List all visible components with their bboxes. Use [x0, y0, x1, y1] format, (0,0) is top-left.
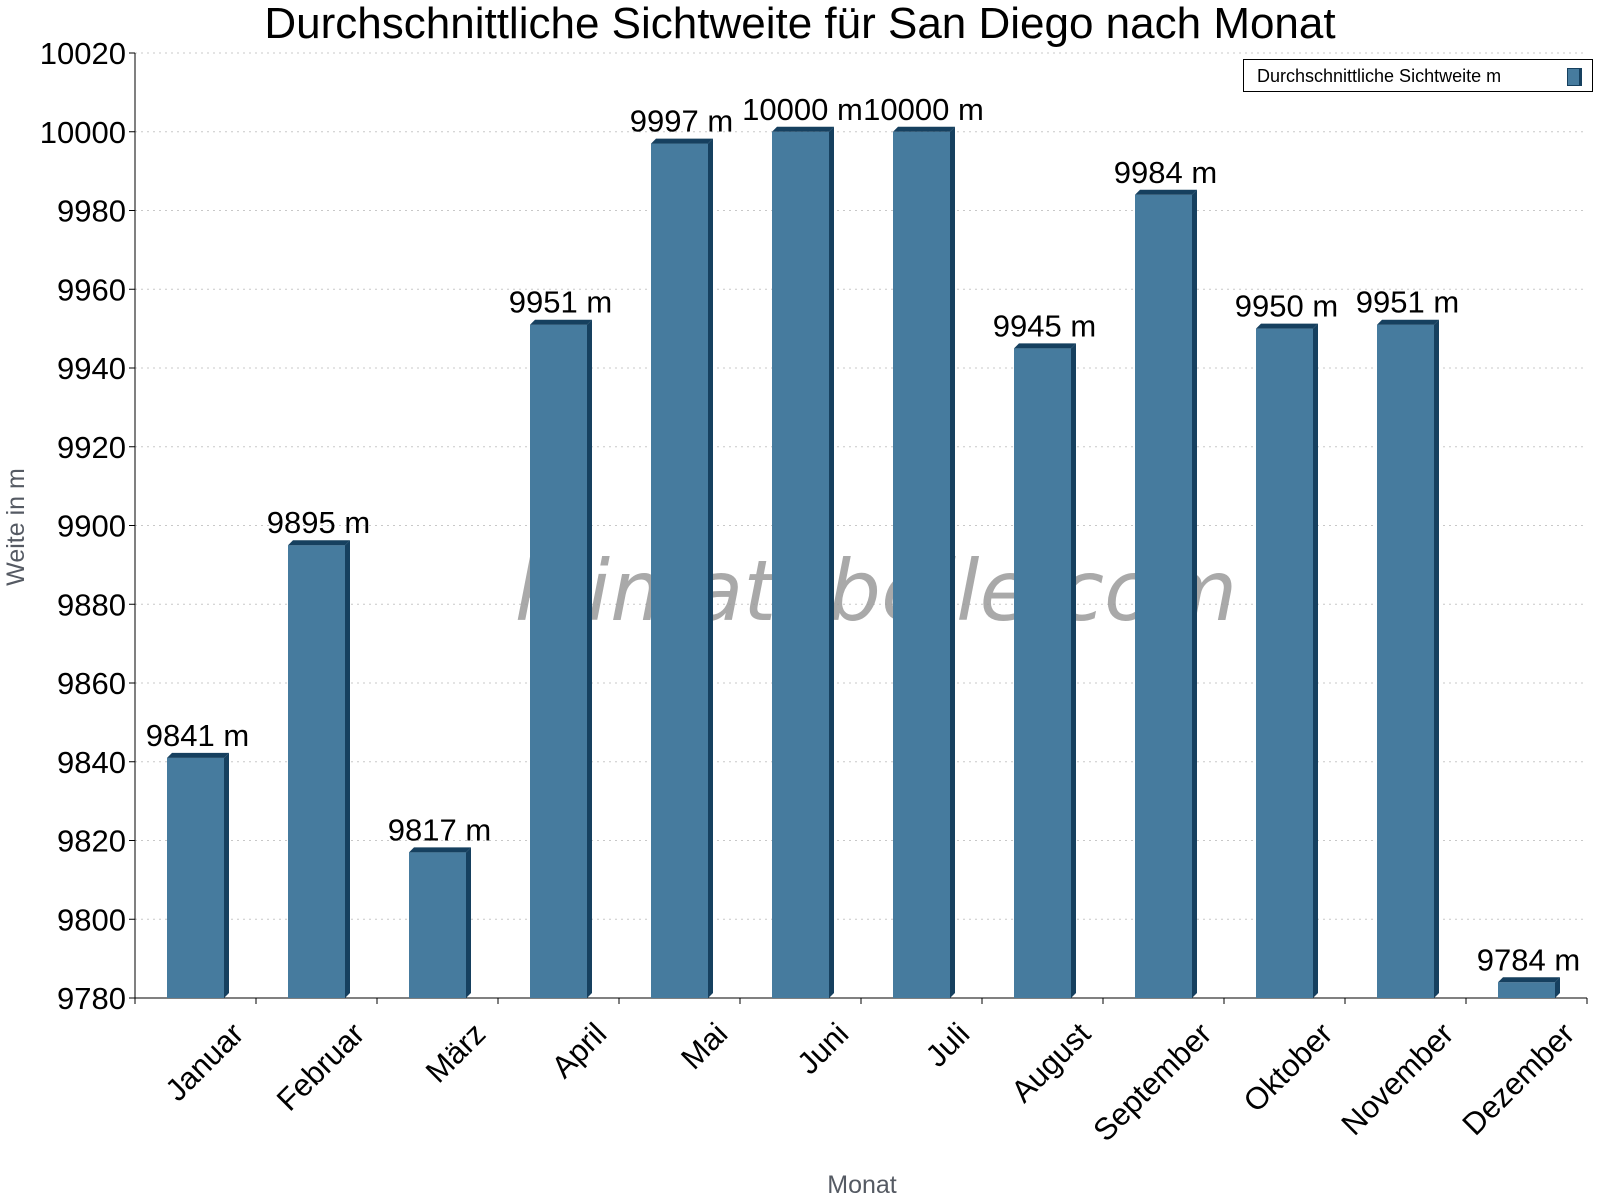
bar-face [1498, 982, 1555, 998]
bar-top [288, 540, 350, 546]
bar-top [530, 319, 592, 325]
bar [1256, 323, 1318, 998]
bar-top [1377, 319, 1439, 325]
bar-side [1313, 323, 1318, 998]
y-tick-label: 9920 [57, 430, 126, 465]
bar-top [167, 752, 229, 758]
data-label: 9895 m [267, 505, 370, 540]
y-tick-label: 9980 [57, 194, 126, 229]
bar-side [1555, 977, 1560, 998]
bar-top [1014, 343, 1076, 349]
bar-top [772, 126, 834, 132]
bar-side [587, 319, 592, 998]
data-label: 9951 m [1356, 285, 1459, 320]
legend-swatch [1567, 68, 1580, 86]
bar-face [651, 143, 708, 998]
y-tick-label: 9840 [57, 745, 126, 780]
y-tick-label: 9960 [57, 272, 126, 307]
data-label: 10000 m [742, 92, 863, 127]
bar [1498, 977, 1560, 998]
y-tick-label: 9900 [57, 509, 126, 544]
bar [1014, 343, 1076, 998]
data-label: 9817 m [388, 812, 491, 847]
y-axis-title: Weite in m [2, 468, 30, 586]
bar-face [288, 545, 345, 998]
y-tick-label: 9820 [57, 824, 126, 859]
data-label: 10000 m [863, 92, 984, 127]
bar-face [530, 324, 587, 998]
x-tick-label: September [1086, 1016, 1218, 1148]
legend-label: Durchschnittliche Sichtweite m [1257, 66, 1502, 86]
chart-title: Durchschnittliche Sichtweite für San Die… [264, 0, 1336, 48]
bar-side [1434, 319, 1439, 998]
bar [167, 752, 229, 998]
data-label: 9784 m [1477, 942, 1580, 977]
bar-top [1256, 323, 1318, 329]
bar-side [829, 126, 834, 998]
bar-top [409, 847, 471, 853]
x-tick-label: August [1004, 1016, 1097, 1109]
bar-side [950, 126, 955, 998]
bar-side [1192, 189, 1197, 998]
bar [409, 847, 471, 998]
bar-top [1498, 977, 1560, 983]
y-tick-label: 10000 [40, 115, 126, 150]
x-axis-title: Monat [827, 1171, 897, 1199]
bar [651, 138, 713, 998]
bar [530, 319, 592, 998]
bar-face [409, 852, 466, 998]
x-tick-label: Mai [674, 1016, 734, 1076]
bar-side [345, 540, 350, 998]
data-label: 9841 m [146, 718, 249, 753]
data-label: 9945 m [993, 308, 1096, 343]
y-tick-label: 9780 [57, 981, 126, 1016]
y-tick-label: 9860 [57, 666, 126, 701]
y-tick-label: 9880 [57, 587, 126, 622]
bar-face [1135, 194, 1192, 998]
bar-face [772, 131, 829, 998]
bar-face [1014, 348, 1071, 998]
bar-side [708, 138, 713, 998]
bar-top [893, 126, 955, 132]
x-tick-label: Januar [159, 1016, 251, 1108]
data-label: 9951 m [509, 285, 612, 320]
bar-side [224, 752, 229, 998]
bar [893, 126, 955, 998]
data-label: 9997 m [630, 104, 733, 139]
bar-face [1377, 324, 1434, 998]
bar-side [1071, 343, 1076, 998]
bar [288, 540, 350, 998]
x-tick-label: April [545, 1016, 614, 1085]
chart-legend: Durchschnittliche Sichtweite m [1243, 59, 1593, 92]
bar-side [466, 847, 471, 998]
y-tick-label: 9940 [57, 351, 126, 386]
bar-top [651, 138, 713, 144]
bar-face [1256, 328, 1313, 998]
x-tick-label: März [419, 1016, 492, 1089]
x-tick-label: Juni [790, 1016, 855, 1081]
x-tick-label: Juli [919, 1016, 977, 1074]
x-tick-label: November [1334, 1016, 1460, 1142]
bar [772, 126, 834, 998]
bar [1377, 319, 1439, 998]
bar-top [1135, 189, 1197, 195]
y-tick-label: 10020 [40, 36, 126, 71]
x-tick-label: Oktober [1237, 1016, 1340, 1119]
x-tick-label: Dezember [1455, 1016, 1581, 1142]
data-label: 9950 m [1235, 289, 1338, 324]
x-tick-label: Februar [270, 1016, 372, 1118]
watermark: klimatabelle.com [515, 542, 1238, 640]
y-tick-label: 9800 [57, 902, 126, 937]
bar-face [893, 131, 950, 998]
bar [1135, 189, 1197, 998]
bar-face [167, 757, 224, 998]
data-label: 9984 m [1114, 155, 1217, 190]
